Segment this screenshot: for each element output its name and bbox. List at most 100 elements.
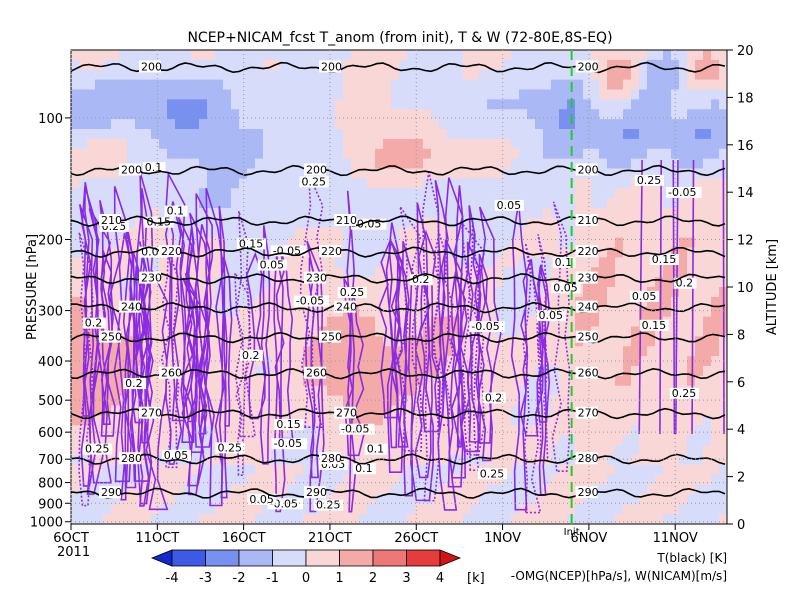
anomaly-cell (111, 59, 120, 71)
anomaly-cell (639, 296, 648, 308)
anomaly-cell (551, 148, 560, 160)
anomaly-cell (639, 346, 648, 357)
anomaly-cell (215, 158, 224, 170)
anomaly-cell (439, 188, 448, 199)
anomaly-cell (135, 208, 144, 219)
anomaly-cell (351, 168, 360, 179)
anomaly-cell (679, 405, 688, 416)
anomaly-cell (263, 89, 272, 100)
anomaly-cell (631, 504, 640, 515)
anomaly-cell (95, 178, 104, 189)
anomaly-cell (87, 326, 96, 337)
anomaly-cell (663, 296, 672, 308)
temperature-label-bg (319, 330, 341, 343)
anomaly-cell (615, 89, 624, 100)
anomaly-cell (599, 316, 608, 328)
anomaly-cell (679, 296, 688, 308)
anomaly-cell (71, 306, 80, 318)
anomaly-cell (503, 346, 512, 357)
anomaly-cell (671, 178, 680, 189)
temperature-contour-label: 230 (578, 272, 599, 285)
anomaly-cell (191, 227, 200, 239)
anomaly-cell (311, 109, 320, 120)
anomaly-cell (631, 474, 640, 486)
anomaly-cell (591, 474, 600, 486)
anomaly-cell (367, 198, 376, 209)
anomaly-cell (623, 375, 632, 387)
anomaly-cell (527, 178, 536, 189)
anomaly-cell (519, 109, 528, 120)
anomaly-cell (591, 50, 600, 61)
anomaly-cell (359, 366, 368, 377)
temperature-label-bg (99, 330, 121, 343)
anomaly-cell (623, 138, 632, 150)
temperature-contour-line (71, 61, 726, 74)
anomaly-cell (223, 168, 232, 179)
anomaly-cell (543, 277, 552, 288)
anomaly-cell (671, 366, 680, 377)
anomaly-cell (71, 217, 80, 229)
anomaly-cell (103, 435, 112, 446)
anomaly-cell (503, 296, 512, 308)
anomaly-cell (463, 69, 472, 81)
anomaly-cell (639, 306, 648, 318)
anomaly-cell (295, 445, 304, 456)
anomaly-cell (263, 227, 272, 239)
anomaly-cell (151, 346, 160, 357)
anomaly-cell (415, 188, 424, 199)
anomaly-cell (463, 504, 472, 515)
anomaly-cell (223, 464, 232, 476)
anomaly-cell (103, 494, 112, 505)
anomaly-cell (335, 395, 344, 407)
anomaly-cell (671, 217, 680, 229)
anomaly-cell (239, 504, 248, 515)
anomaly-cell (423, 50, 432, 61)
anomaly-cell (399, 50, 408, 61)
anomaly-cell (479, 89, 488, 100)
anomaly-cell (327, 50, 336, 61)
anomaly-cell (271, 188, 280, 199)
anomaly-cell (167, 464, 176, 476)
anomaly-cell (231, 494, 240, 505)
anomaly-cell (407, 237, 416, 249)
anomaly-cell (599, 178, 608, 189)
anomaly-cell (471, 346, 480, 357)
anomaly-cell (311, 445, 320, 456)
anomaly-cell (199, 336, 208, 347)
anomaly-cell (335, 474, 344, 486)
anomaly-cell (463, 89, 472, 100)
anomaly-cell (359, 375, 368, 387)
anomaly-cell (263, 208, 272, 219)
anomaly-cell (615, 99, 624, 110)
anomaly-cell (623, 346, 632, 357)
anomaly-cell (71, 514, 80, 524)
anomaly-cell (551, 99, 560, 110)
colorbar: -4 -3 -2 -1 0 1 2 3 4 (150, 549, 462, 586)
anomaly-cell (87, 99, 96, 110)
anomaly-cell (343, 99, 352, 110)
anomaly-cell (79, 138, 88, 150)
anomaly-cell (543, 474, 552, 486)
anomaly-cell (119, 129, 128, 140)
anomaly-cell (383, 99, 392, 110)
anomaly-cell (495, 247, 504, 258)
anomaly-cell (431, 267, 440, 278)
anomaly-cell (287, 208, 296, 219)
anomaly-cell (351, 109, 360, 120)
anomaly-cell (343, 277, 352, 288)
anomaly-cell (311, 198, 320, 209)
anomaly-cell (607, 375, 616, 387)
anomaly-cell (119, 346, 128, 357)
anomaly-cell (639, 385, 648, 397)
anomaly-cell (479, 494, 488, 505)
anomaly-cell (463, 514, 472, 524)
anomaly-cell (79, 287, 88, 298)
anomaly-cell (95, 296, 104, 308)
anomaly-cell (503, 79, 512, 91)
anomaly-cell (695, 217, 704, 229)
anomaly-cell (503, 306, 512, 318)
anomaly-cell (223, 109, 232, 120)
anomaly-cell (319, 514, 328, 524)
anomaly-cell (575, 425, 584, 436)
